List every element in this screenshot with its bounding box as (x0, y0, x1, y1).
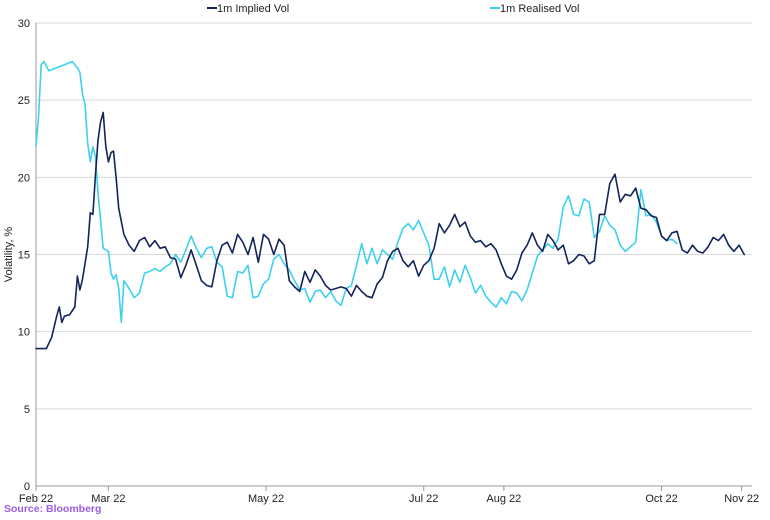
x-tick-label: Feb 22 (19, 493, 53, 505)
x-tick-label: Jul 22 (409, 493, 438, 505)
x-tick-label: May 22 (248, 493, 284, 505)
source-note: Source: Bloomberg (4, 503, 102, 515)
gridlines (36, 22, 752, 487)
y-tick-label: 30 (18, 18, 30, 30)
y-axis-title: Volatility, % (3, 227, 15, 283)
axes: 0 5 10 15 20 25 30 Feb 22 Mar 22 May 22 Jul 22 Aug … (18, 18, 759, 505)
x-tick-label: Nov 22 (724, 493, 759, 505)
y-tick-label: 15 (18, 250, 30, 262)
series-line-realised-vol (35, 60, 678, 324)
legend: 1m Implied Vol 1m Realised Vol (207, 3, 580, 15)
y-tick-label: 20 (18, 172, 30, 184)
legend-label-implied-vol: 1m Implied Vol (217, 3, 289, 15)
y-tick-label: 25 (18, 95, 30, 107)
x-tick-label: Mar 22 (91, 493, 125, 505)
y-tick-label: 10 (18, 327, 30, 339)
y-tick-label: 5 (24, 404, 30, 416)
series-line-implied-vol (35, 111, 745, 350)
y-tick-label: 0 (24, 481, 30, 493)
legend-label-realised-vol: 1m Realised Vol (500, 3, 580, 15)
x-tick-label: Aug 22 (486, 493, 521, 505)
series-lines (35, 60, 745, 350)
x-tick-label: Oct 22 (645, 493, 677, 505)
